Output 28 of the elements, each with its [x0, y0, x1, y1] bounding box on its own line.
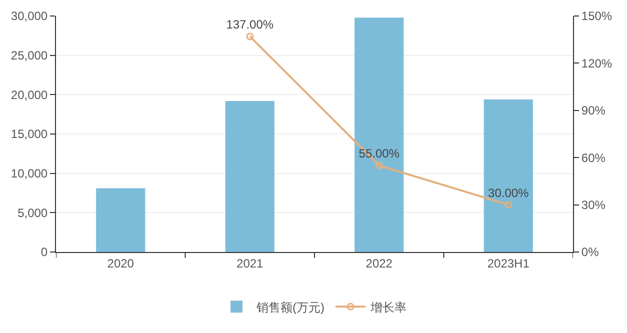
- y-tick-label: 30,000: [10, 9, 48, 24]
- bar: [354, 18, 404, 252]
- y-tick-label: 0: [40, 245, 48, 260]
- data-label: 30.00%: [488, 186, 530, 200]
- legend-label: 销售额(万元): [256, 300, 324, 314]
- x-tick-label: 2022: [366, 256, 393, 270]
- y-tick-label: 15,000: [10, 127, 48, 142]
- y-tick-label: 20,000: [10, 88, 48, 102]
- y2-tick-label: 60%: [581, 150, 606, 165]
- point: [504, 201, 512, 209]
- y-tick-label: 25,000: [10, 48, 48, 63]
- y2-tick-label: 30%: [581, 198, 606, 212]
- x-tick-label: 2023H1: [487, 256, 530, 270]
- y2-tick-label: 90%: [581, 104, 606, 118]
- legend-label: 增长率: [370, 300, 406, 314]
- bar: [225, 100, 274, 252]
- y-tick-label: 10,000: [10, 166, 48, 181]
- x-tick-label: 2020: [107, 256, 134, 270]
- y2-tick-label: 120%: [581, 56, 612, 70]
- y2-tick-label: 0%: [581, 245, 600, 260]
- bar: [96, 188, 146, 252]
- y-tick-label: 5,000: [18, 206, 48, 220]
- bar: [484, 99, 533, 252]
- point: [375, 162, 383, 170]
- y2-tick-label: 150%: [581, 9, 612, 24]
- x-tick-label: 2021: [236, 256, 264, 270]
- data-label: 137.00%: [226, 18, 274, 32]
- point: [246, 32, 254, 40]
